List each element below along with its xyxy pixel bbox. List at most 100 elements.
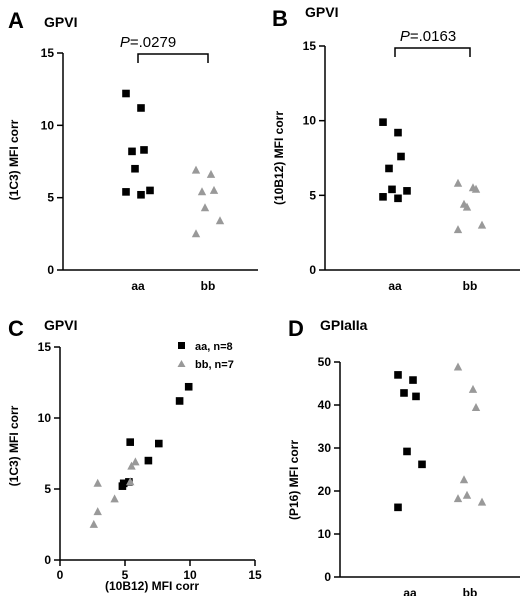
panel-c-bb-point: [131, 457, 140, 466]
panel-c-ylabel: (1C3) MFI corr: [7, 405, 21, 486]
panel-a-significance-bracket: [137, 53, 209, 63]
panel-c-aa-point: [118, 482, 127, 490]
panel-c-bb-point: [127, 461, 136, 470]
panel-d-aa-point: [400, 389, 408, 397]
panel-d-letter: D: [288, 316, 304, 341]
panel-d-bb-point: [468, 384, 478, 393]
panel-d-aa-point: [394, 503, 402, 512]
panel-a-pvalue: P=.0279: [120, 34, 176, 51]
panel-d-y-tick-label: 40: [318, 398, 332, 412]
panel-a-aa-point: [131, 164, 139, 173]
panel-b-y-tick-label: 5: [309, 188, 316, 202]
panel-b-bb-point: [453, 178, 463, 187]
panel-b-significance-bracket: [394, 47, 471, 57]
panel-d-bb-point: [453, 494, 463, 503]
panel-b-y-tick-label: 0: [309, 263, 316, 277]
panel-b-pvalue-p: P: [400, 28, 410, 45]
panel-c-letter: C: [8, 316, 24, 341]
legend-bb-marker: [177, 360, 186, 367]
legend-bb-label: bb, n=7: [195, 359, 234, 371]
panel-c-bb-point: [110, 494, 119, 503]
panel-c-aa-point: [126, 438, 134, 446]
panel-c-bb-point: [93, 478, 102, 487]
panel-d-aa-point: [394, 371, 402, 379]
panel-a-y-tick-label: 15: [41, 46, 55, 60]
panel-d-y-tick-label: 50: [318, 355, 332, 369]
panel-a-y-tick-label: 0: [47, 263, 54, 277]
panel-c-xlabel: (10B12) MFI corr: [105, 579, 199, 593]
panel-a-aa-point: [128, 147, 136, 156]
panel-a: A GPVI (1C3) MFI corr P=.0279 0 5 10 15 aa bb: [7, 8, 258, 293]
panel-b-bb-point: [462, 202, 472, 211]
panel-c-x-tick-label: 5: [122, 568, 129, 582]
panel-c-y-tick-label: 15: [38, 340, 52, 354]
panel-a-bb-point: [197, 187, 207, 196]
panel-b-category-label: bb: [463, 279, 478, 293]
panel-b-pvalue-value: =.0163: [410, 28, 456, 45]
panel-b-bb-point: [453, 225, 463, 234]
panel-d-bb-point: [462, 490, 472, 499]
panel-c-bb-point: [89, 519, 98, 528]
panel-c-aa-point: [184, 382, 193, 391]
panel-b-ylabel: (10B12) MFI corr: [272, 111, 286, 205]
panel-d-bb-point: [459, 475, 469, 484]
panel-d-aa-point: [412, 392, 420, 401]
panel-d-bb-point: [453, 362, 463, 371]
panel-b-bb-point: [477, 220, 487, 229]
panel-a-aa-point: [137, 190, 145, 199]
legend-aa-marker: [178, 342, 185, 349]
panel-d-plot: 0 10 20 30 40 50 aa bb: [318, 355, 520, 596]
panel-c-x-tick-label: 10: [183, 568, 197, 582]
panel-c-bb-point: [93, 507, 102, 516]
panel-c-aa-point: [155, 439, 163, 448]
panel-b-category-label: aa: [388, 279, 402, 293]
panel-a-aa-point: [122, 89, 130, 98]
panel-c-y-tick-label: 0: [44, 553, 51, 567]
panel-b-title: GPVI: [305, 4, 338, 20]
panel-d-aa-point: [418, 460, 426, 469]
panel-b: B GPVI (10B12) MFI corr P=.0163 0 5 10 15 aa…: [272, 4, 520, 293]
panel-c: C GPVI (1C3) MFI corr (10B12) MFI corr a…: [7, 316, 262, 593]
panel-c-x-tick-label: 15: [248, 568, 262, 582]
panel-a-bb-point: [206, 169, 216, 178]
panel-a-pvalue-p: P: [120, 34, 130, 51]
panel-a-category-label: aa: [131, 279, 145, 293]
panel-d-aa-point: [409, 376, 417, 384]
panel-d-category-label: aa: [403, 586, 417, 596]
panel-c-aa-point: [175, 397, 184, 405]
panel-d: D GPIaIIa (P16) MFI corr 0 10 20 30 40 50 aa bb: [287, 316, 520, 596]
panel-a-bb-point: [191, 229, 201, 238]
panel-d-aa-point: [403, 447, 411, 456]
panel-a-bb-point: [209, 185, 219, 194]
panel-a-aa-point: [140, 146, 148, 154]
panel-d-category-label: bb: [463, 586, 478, 596]
panel-d-y-tick-label: 20: [318, 484, 332, 498]
panel-a-bb-point: [191, 165, 201, 174]
panel-b-aa-point: [388, 185, 396, 194]
panel-d-y-tick-label: 0: [324, 570, 331, 584]
panel-b-y-tick-label: 10: [303, 114, 317, 128]
panel-d-y-tick-label: 30: [318, 441, 332, 455]
panel-d-title: GPIaIIa: [320, 317, 368, 333]
panel-b-y-tick-label: 15: [303, 39, 317, 53]
panel-c-title: GPVI: [44, 317, 77, 333]
panel-b-letter: B: [272, 6, 288, 31]
panel-c-x-tick-label: 0: [57, 568, 64, 582]
panel-a-aa-point: [146, 186, 154, 195]
panel-d-ylabel: (P16) MFI corr: [287, 440, 301, 520]
panel-a-ylabel: (1C3) MFI corr: [7, 119, 21, 200]
panel-b-aa-point: [379, 193, 387, 201]
panel-b-aa-point: [403, 187, 411, 195]
panel-b-aa-point: [394, 128, 402, 137]
panel-b-pvalue: P=.0163: [400, 28, 456, 45]
panel-d-bb-point: [471, 402, 481, 411]
panel-b-bb-point: [471, 184, 481, 193]
panel-a-pvalue-value: =.0279: [130, 34, 176, 51]
panel-a-bb-point: [200, 203, 210, 212]
panel-b-aa-point: [397, 152, 405, 161]
panel-c-aa-point: [144, 456, 153, 465]
panel-a-plot: 0 5 10 15 aa bb: [41, 46, 258, 293]
panel-c-y-tick-label: 10: [38, 411, 52, 425]
panel-d-y-tick-label: 10: [318, 527, 332, 541]
